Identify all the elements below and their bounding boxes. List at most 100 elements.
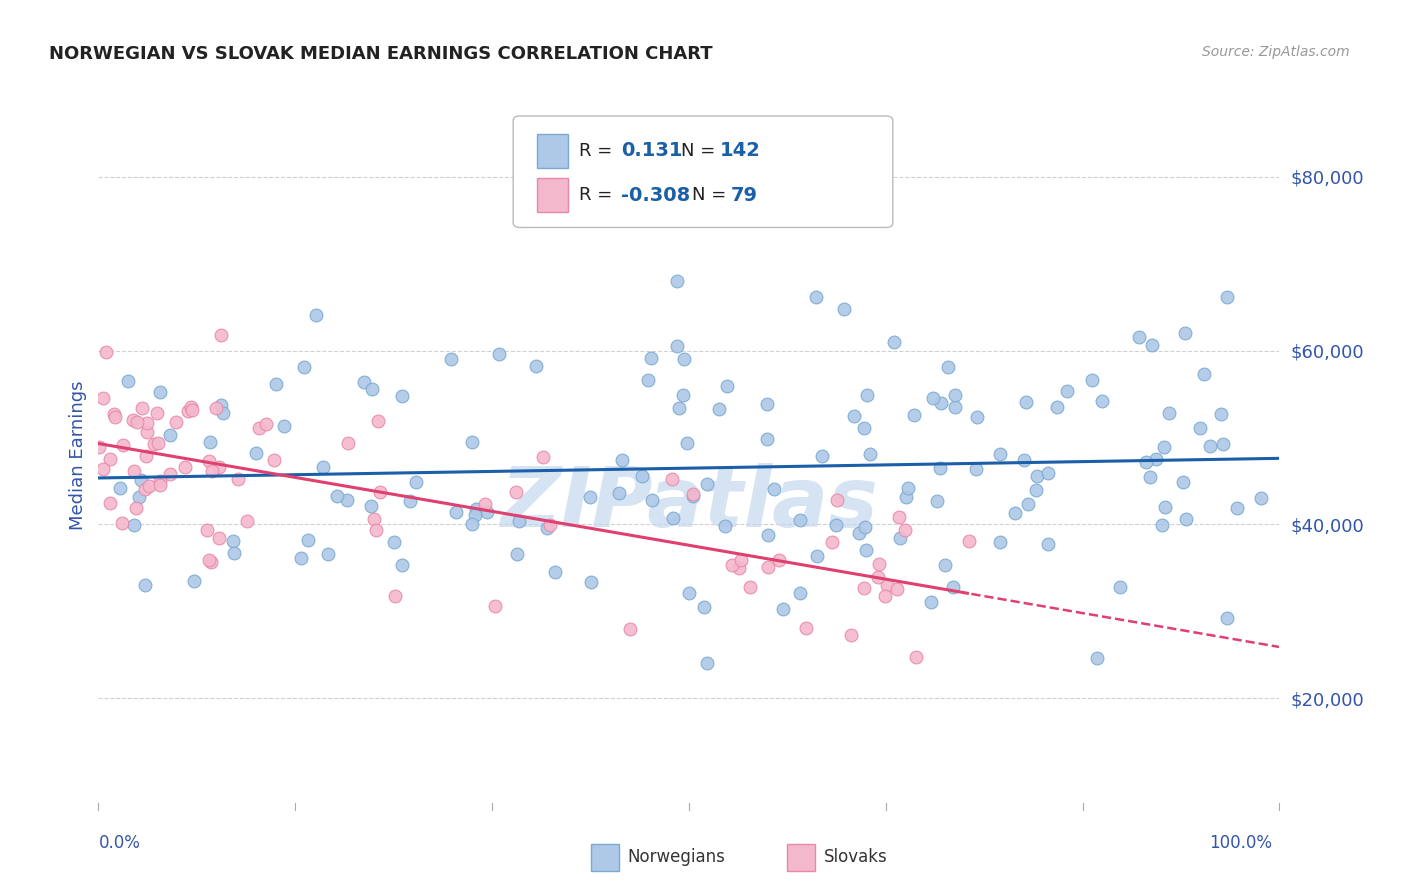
Point xyxy=(678,586,700,600)
Point xyxy=(440,352,463,367)
Point xyxy=(1152,517,1174,532)
Text: R =: R = xyxy=(579,142,619,160)
Point xyxy=(668,401,690,415)
Point xyxy=(143,437,166,451)
Point xyxy=(934,558,956,573)
Point xyxy=(531,450,554,464)
Point xyxy=(839,628,862,642)
Point xyxy=(905,650,928,665)
Point xyxy=(1209,407,1232,421)
Point xyxy=(607,485,630,500)
Point xyxy=(131,474,153,488)
Point xyxy=(461,517,484,532)
Point xyxy=(305,308,328,322)
Point xyxy=(292,360,315,375)
Point xyxy=(1004,506,1026,520)
Point xyxy=(1215,290,1237,304)
Point xyxy=(91,392,114,406)
Point xyxy=(855,542,877,557)
Point xyxy=(125,501,148,516)
Point xyxy=(903,408,925,422)
Point xyxy=(965,462,987,476)
Point xyxy=(848,526,870,541)
Point xyxy=(1153,440,1175,454)
Point xyxy=(361,382,384,396)
Point xyxy=(177,403,200,417)
Point xyxy=(756,397,779,411)
Point xyxy=(855,388,877,402)
Point xyxy=(475,505,498,519)
Point xyxy=(768,553,790,567)
Point xyxy=(180,403,202,417)
Point xyxy=(619,622,641,636)
Point xyxy=(312,459,335,474)
Point xyxy=(804,290,827,304)
Point xyxy=(825,517,848,532)
Point xyxy=(1091,393,1114,408)
Point xyxy=(637,373,659,387)
Point xyxy=(134,482,156,496)
Point xyxy=(1139,470,1161,484)
Point xyxy=(665,273,688,287)
Point xyxy=(578,490,600,504)
Point xyxy=(100,496,122,510)
Point xyxy=(1250,491,1272,505)
Point xyxy=(353,375,375,389)
Point xyxy=(336,436,359,450)
Text: N =: N = xyxy=(681,142,720,160)
Point xyxy=(1046,400,1069,414)
Point xyxy=(1215,611,1237,625)
Point xyxy=(149,474,172,488)
Point xyxy=(165,415,187,429)
Point xyxy=(368,485,391,500)
Point xyxy=(508,514,530,528)
Point xyxy=(209,398,232,412)
Point xyxy=(942,580,965,594)
Point xyxy=(1188,421,1211,435)
Point xyxy=(111,438,134,452)
Point xyxy=(138,479,160,493)
Point xyxy=(1135,455,1157,469)
Point xyxy=(536,521,558,535)
Point xyxy=(484,599,506,613)
Point xyxy=(273,418,295,433)
Text: Slovaks: Slovaks xyxy=(824,848,887,866)
Point xyxy=(198,552,221,566)
Point xyxy=(316,547,339,561)
Point xyxy=(183,574,205,588)
Point xyxy=(263,453,285,467)
Point xyxy=(709,402,731,417)
Point xyxy=(226,472,249,486)
Text: 100.0%: 100.0% xyxy=(1209,834,1272,852)
Point xyxy=(832,302,855,317)
Point xyxy=(197,454,219,468)
Point xyxy=(789,586,811,600)
Point xyxy=(474,497,496,511)
Point xyxy=(1153,500,1175,515)
Point xyxy=(1194,367,1216,381)
Point xyxy=(247,421,270,435)
Point xyxy=(925,494,948,508)
Point xyxy=(125,415,148,429)
Point xyxy=(198,435,221,450)
Point xyxy=(1081,373,1104,387)
Point xyxy=(135,449,157,463)
Point xyxy=(579,575,602,590)
Point xyxy=(94,344,117,359)
Point xyxy=(1025,468,1047,483)
Y-axis label: Median Earnings: Median Earnings xyxy=(69,380,87,530)
Point xyxy=(136,416,159,430)
Point xyxy=(820,534,842,549)
Point xyxy=(1140,338,1163,352)
Point xyxy=(384,589,406,603)
Point xyxy=(852,581,875,595)
Point xyxy=(543,565,565,579)
Point xyxy=(672,351,695,366)
Point xyxy=(180,401,202,415)
Point xyxy=(297,533,319,547)
Point xyxy=(245,446,267,460)
Point xyxy=(464,508,486,522)
Point xyxy=(842,409,865,423)
Text: Norwegians: Norwegians xyxy=(627,848,725,866)
Point xyxy=(714,518,737,533)
